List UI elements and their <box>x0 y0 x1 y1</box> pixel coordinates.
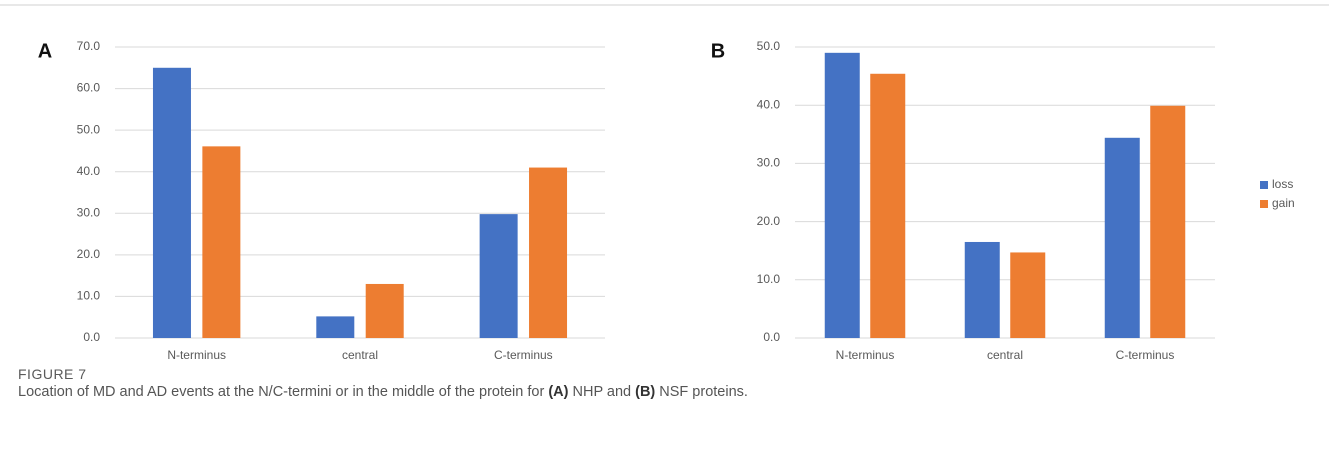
caption-text: NSF proteins. <box>655 384 748 400</box>
caption-ref: (B) <box>635 384 656 400</box>
x-tick-label: central <box>987 348 1023 360</box>
x-tick-label: C-terminus <box>1116 348 1175 360</box>
y-tick-label: 40.0 <box>77 164 101 178</box>
x-tick-label: N-terminus <box>836 348 895 360</box>
y-tick-label: 30.0 <box>77 205 101 219</box>
bar <box>202 146 241 338</box>
bar <box>152 67 191 339</box>
x-tick-label: C-terminus <box>494 348 553 360</box>
bar <box>365 283 404 338</box>
bar <box>1104 137 1140 338</box>
bar <box>316 316 355 338</box>
y-tick-label: 40.0 <box>757 97 781 111</box>
bar <box>1150 105 1186 338</box>
caption: Location of MD and AD events at the N/C-… <box>18 384 748 400</box>
bar <box>479 214 518 338</box>
bar <box>1010 252 1046 338</box>
figure-label: FIGURE 7 <box>18 366 87 382</box>
y-tick-label: 60.0 <box>77 81 101 95</box>
y-tick-label: 50.0 <box>77 122 101 136</box>
bar <box>824 52 860 338</box>
y-tick-label: 10.0 <box>77 289 101 303</box>
caption-text: NHP and <box>568 384 636 400</box>
x-tick-label: central <box>342 348 378 360</box>
legend-swatch <box>1260 181 1268 189</box>
bar <box>964 241 1000 338</box>
panel-label: A <box>38 40 52 62</box>
bar <box>870 73 906 338</box>
x-tick-label: N-terminus <box>167 348 226 360</box>
y-tick-label: 0.0 <box>763 330 780 344</box>
legend-label: loss <box>1272 177 1293 191</box>
caption-ref: (A) <box>548 384 569 400</box>
charts: A 0.0 10.0 20.0 30.0 40.0 50.0 60.0 70.0 N-termin… <box>0 4 1329 362</box>
legend-label: gain <box>1272 196 1295 210</box>
y-tick-label: 30.0 <box>757 156 781 170</box>
caption-text: Location of MD and AD events at the N/C-… <box>18 384 549 400</box>
y-tick-label: 50.0 <box>757 39 781 53</box>
y-tick-label: 70.0 <box>77 39 101 53</box>
y-tick-label: 0.0 <box>83 330 100 344</box>
legend-swatch <box>1260 200 1268 208</box>
y-tick-label: 10.0 <box>757 272 781 286</box>
y-tick-label: 20.0 <box>77 247 101 261</box>
panel-label: B <box>711 40 725 62</box>
y-tick-label: 20.0 <box>757 214 781 228</box>
bar <box>529 167 568 338</box>
